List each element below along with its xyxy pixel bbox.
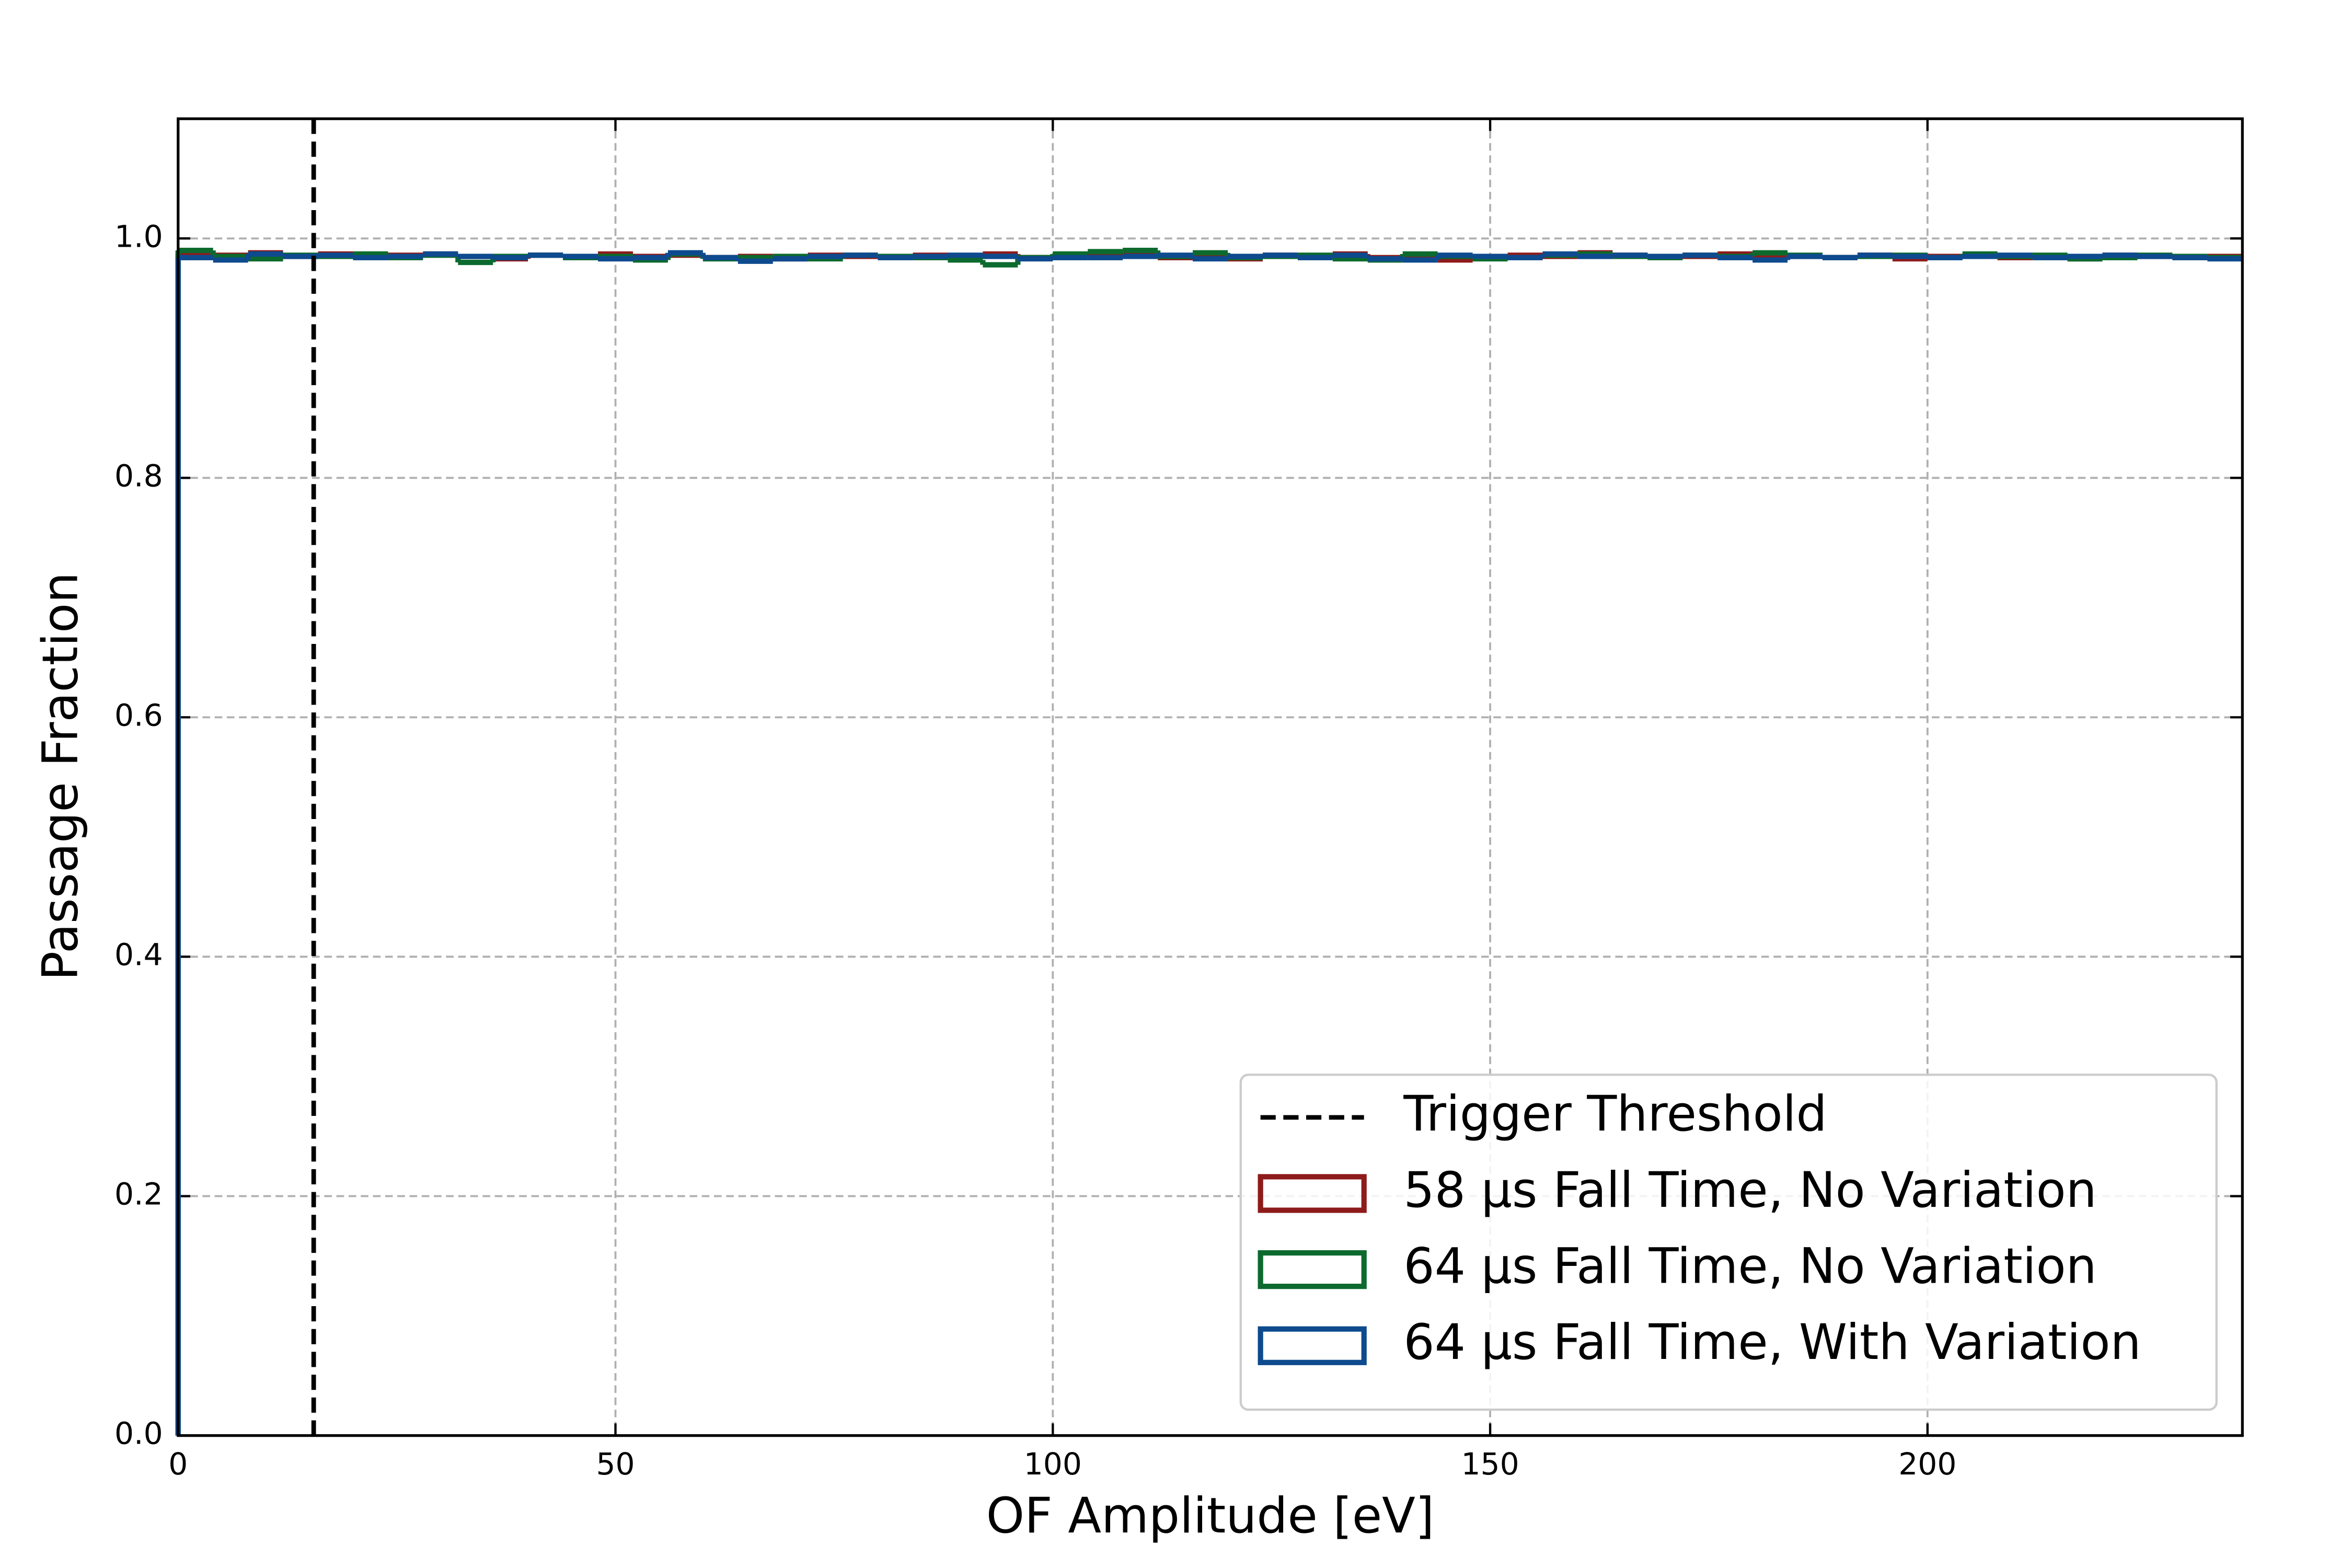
legend-swatch [1258,1326,1367,1365]
y-tick-label: 1.0 [114,218,163,254]
y-tick-label: 0.8 [114,458,163,493]
x-axis-label: OF Amplitude [eV] [986,1487,1435,1544]
y-tick-label: 0.4 [114,937,163,973]
x-tick-label: 200 [1898,1446,1956,1482]
legend-swatch [1258,1174,1367,1213]
legend-label: 58 µs Fall Time, No Variation [1403,1161,2096,1218]
y-tick-label: 0.2 [114,1177,163,1212]
legend-label: 64 µs Fall Time, No Variation [1403,1238,2096,1295]
y-tick-label: 0.0 [114,1416,163,1451]
x-tick-label: 0 [168,1446,188,1482]
x-tick-label: 50 [596,1446,635,1482]
y-tick-label: 0.6 [114,697,163,733]
legend-label: Trigger Threshold [1403,1085,1827,1142]
legend-label: 64 µs Fall Time, With Variation [1403,1313,2141,1370]
legend-swatch [1258,1250,1367,1289]
x-tick-label: 150 [1461,1446,1519,1482]
plot-frame [177,117,2244,1437]
legend-box [1239,1074,2218,1411]
y-axis-label: Passage Fraction [32,572,89,981]
x-tick-label: 100 [1024,1446,1082,1482]
